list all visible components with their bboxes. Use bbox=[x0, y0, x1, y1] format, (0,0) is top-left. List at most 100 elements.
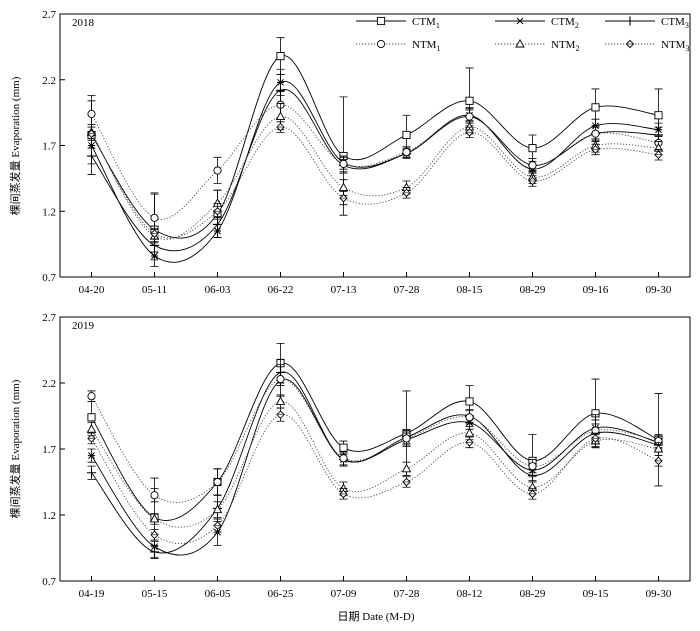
y-tick-label: 2.2 bbox=[42, 378, 56, 390]
panel-2019: 0.7 1.2 1.7 2.2 2.7 04-19 05-15 06-05 06-25 07-09… bbox=[42, 312, 691, 600]
data-point bbox=[276, 52, 285, 61]
x-tick-label: 09-15 bbox=[583, 588, 609, 600]
x-tick-label: 08-12 bbox=[457, 588, 483, 600]
series-ntm3 bbox=[87, 407, 663, 544]
legend-item-ctm2: CTM2 bbox=[495, 16, 579, 30]
data-point bbox=[465, 112, 474, 121]
legend-item-ntm1: NTM1 bbox=[356, 39, 440, 53]
series-ntm2 bbox=[86, 103, 664, 244]
legend-item-ctm1: CTM1 bbox=[356, 16, 440, 30]
x-tick-label: 06-22 bbox=[268, 284, 294, 296]
x-tick-label: 09-30 bbox=[646, 588, 672, 600]
series-line-ntm2 bbox=[91, 401, 659, 528]
legend-item-ntm3: NTM3 bbox=[605, 39, 689, 53]
y-axis-label-bottom: 棵间蒸发量 Evaporation (mm) bbox=[8, 379, 22, 518]
data-point bbox=[212, 219, 223, 229]
series-line-ntm2 bbox=[91, 116, 659, 240]
data-point bbox=[465, 397, 474, 406]
series-ntm3 bbox=[87, 121, 663, 240]
legend-marker bbox=[625, 16, 635, 26]
x-tick-label: 07-28 bbox=[394, 588, 420, 600]
x-tick-label: 08-29 bbox=[520, 588, 546, 600]
x-tick-label: 05-11 bbox=[142, 284, 167, 296]
series-line-ntm1 bbox=[91, 378, 659, 503]
x-tick-label: 04-20 bbox=[79, 284, 105, 296]
data-point bbox=[150, 491, 159, 500]
series-ntm1 bbox=[87, 372, 663, 503]
panel-2018: 0.7 1.2 1.7 2.2 2.7 04-20 05-11 06-03 06-22 07-13… bbox=[42, 9, 691, 296]
data-point bbox=[87, 392, 96, 401]
series-line-ntm3 bbox=[91, 414, 659, 544]
year-label: 2018 bbox=[72, 17, 95, 29]
data-point bbox=[87, 413, 96, 422]
data-point bbox=[87, 452, 96, 460]
legend-marker bbox=[515, 38, 525, 48]
data-point bbox=[339, 159, 348, 168]
data-point bbox=[401, 463, 412, 473]
legend-marker bbox=[516, 17, 524, 25]
y-axis-label-top: 棵间蒸发量 Evaporation (mm) bbox=[8, 76, 22, 215]
legend-item-ctm3: CTM3 bbox=[605, 16, 689, 30]
y-tick-label: 1.7 bbox=[42, 141, 56, 153]
year-label: 2019 bbox=[72, 320, 95, 332]
x-tick-label: 06-25 bbox=[268, 588, 294, 600]
legend-label: NTM1 bbox=[412, 39, 440, 53]
data-point bbox=[213, 166, 222, 175]
legend-label: CTM3 bbox=[661, 16, 689, 30]
series-ctm3 bbox=[86, 358, 664, 559]
x-tick-label: 06-03 bbox=[205, 284, 231, 296]
data-point bbox=[402, 148, 411, 157]
legend-label: NTM3 bbox=[661, 39, 689, 53]
y-tick-label: 2.2 bbox=[42, 75, 56, 87]
data-point bbox=[86, 424, 97, 433]
y-tick-label: 0.7 bbox=[42, 272, 56, 284]
y-tick-label: 1.7 bbox=[42, 444, 56, 456]
legend-marker bbox=[376, 16, 386, 26]
series-ctm2 bbox=[87, 364, 663, 556]
series-ctm1 bbox=[87, 37, 663, 267]
data-point bbox=[212, 504, 223, 514]
y-tick-label: 1.2 bbox=[42, 510, 56, 522]
data-point bbox=[275, 111, 286, 121]
x-tick-label: 09-16 bbox=[583, 284, 609, 296]
legend-label: NTM2 bbox=[551, 39, 579, 53]
x-tick-label: 05-15 bbox=[142, 588, 168, 600]
data-point bbox=[338, 182, 349, 192]
data-point bbox=[465, 96, 474, 105]
data-point bbox=[86, 468, 97, 478]
series-ntm1 bbox=[87, 91, 663, 242]
data-point bbox=[87, 109, 96, 118]
legend-item-ntm2: NTM2 bbox=[495, 38, 579, 53]
x-tick-label: 04-19 bbox=[79, 588, 105, 600]
legend-marker bbox=[376, 39, 386, 49]
legend-label: CTM2 bbox=[551, 16, 579, 30]
x-tick-label: 07-09 bbox=[331, 588, 357, 600]
series-ntm2 bbox=[86, 394, 664, 528]
x-tick-label: 09-30 bbox=[646, 284, 672, 296]
data-point bbox=[275, 396, 286, 405]
legend-label: CTM1 bbox=[412, 16, 440, 30]
data-point bbox=[150, 252, 159, 260]
x-axis-label: 日期 Date (M-D) bbox=[338, 610, 415, 623]
data-point bbox=[464, 428, 475, 437]
y-tick-label: 0.7 bbox=[42, 576, 56, 588]
data-point bbox=[591, 129, 600, 138]
series-ctm1 bbox=[87, 343, 663, 558]
data-point bbox=[528, 144, 537, 153]
x-tick-label: 08-29 bbox=[520, 284, 546, 296]
data-point bbox=[276, 374, 285, 384]
data-point bbox=[339, 454, 348, 463]
series-ctm3 bbox=[86, 74, 664, 253]
data-point bbox=[465, 413, 474, 422]
data-point bbox=[213, 477, 222, 487]
x-tick-label: 08-15 bbox=[457, 284, 483, 296]
data-point bbox=[86, 151, 97, 161]
series-line-ctm2 bbox=[91, 378, 659, 556]
series-line-ctm3 bbox=[91, 371, 659, 554]
data-point bbox=[528, 161, 537, 170]
data-point bbox=[339, 443, 348, 452]
data-point bbox=[654, 111, 663, 120]
legend: CTM1 CTM2 CTM3 NTM1 NTM2 NTM3 bbox=[356, 16, 689, 53]
x-tick-label: 07-28 bbox=[394, 284, 420, 296]
